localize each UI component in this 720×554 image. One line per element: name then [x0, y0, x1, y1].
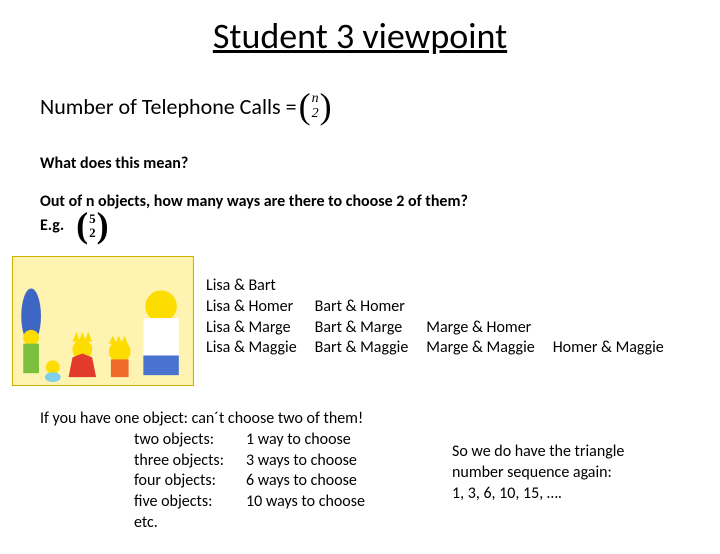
cond-value: 10 ways to choose	[246, 492, 365, 513]
cond-label: four objects:	[134, 471, 246, 492]
cond-row: five objects: 10 ways to choose	[40, 492, 365, 513]
eg-text: E.g.	[40, 216, 64, 235]
cond-value: 1 way to choose	[246, 430, 351, 451]
pair-item: Lisa & Marge	[206, 318, 297, 339]
cond-etc: etc.	[40, 513, 365, 534]
closing-line: number sequence again:	[452, 463, 672, 484]
cond-label: two objects:	[134, 430, 246, 451]
left-paren-icon: (	[76, 213, 88, 238]
pair-item: Marge & Homer	[426, 318, 534, 339]
binomial-5-choose-2: ( 5 2 )	[76, 212, 109, 239]
formula-text: Number of Telephone Calls =	[40, 93, 297, 120]
family-illustration	[12, 256, 194, 386]
cond-value: 3 ways to choose	[246, 451, 357, 472]
pair-item: Lisa & Homer	[206, 297, 297, 318]
closing-line: So we do have the triangle	[452, 442, 672, 463]
pair-item: Bart & Marge	[315, 318, 409, 339]
cond-row: three objects: 3 ways to choose	[40, 451, 365, 472]
closing-line: 1, 3, 6, 10, 15, ….	[452, 484, 672, 505]
cartoon-family-icon	[13, 257, 193, 385]
cond-label: three objects:	[134, 451, 246, 472]
right-paren-icon: )	[97, 213, 109, 238]
pair-col-1: Lisa & Bart Lisa & Homer Lisa & Marge Li…	[206, 276, 297, 359]
pair-item: Marge & Maggie	[426, 338, 534, 359]
binom-eg-top: 5	[89, 212, 96, 226]
closing-note: So we do have the triangle number sequen…	[452, 442, 672, 504]
pair-item: Bart & Homer	[315, 297, 409, 318]
pair-col-4: Homer & Maggie	[553, 338, 664, 359]
pair-item: Bart & Maggie	[315, 338, 409, 359]
cond-lead: If you have one object: can´t choose two…	[40, 409, 365, 430]
cond-label: five objects:	[134, 492, 246, 513]
cond-row: four objects: 6 ways to choose	[40, 471, 365, 492]
binom-bot: 2	[312, 107, 319, 122]
slide-title: Student 3 viewpoint	[0, 14, 720, 58]
binom-eg-bot: 2	[89, 226, 96, 240]
pair-list: Lisa & Bart Lisa & Homer Lisa & Marge Li…	[206, 276, 664, 359]
pair-col-2: Bart & Homer Bart & Marge Bart & Maggie	[315, 297, 409, 359]
right-paren-icon: )	[320, 94, 332, 119]
pair-item: Lisa & Maggie	[206, 338, 297, 359]
question-meaning: What does this mean?	[40, 154, 188, 173]
formula-line: Number of Telephone Calls = ( n 2 )	[40, 92, 332, 121]
pair-col-3: Marge & Homer Marge & Maggie	[426, 318, 534, 360]
conditions-block: If you have one object: can´t choose two…	[40, 409, 365, 534]
left-paren-icon: (	[299, 94, 311, 119]
pair-item: Homer & Maggie	[553, 338, 664, 359]
cond-row: two objects: 1 way to choose	[40, 430, 365, 451]
cond-value: 6 ways to choose	[246, 471, 357, 492]
example-label: E.g. ( 5 2 )	[40, 212, 109, 239]
binom-top: n	[312, 92, 319, 107]
pair-item: Lisa & Bart	[206, 276, 297, 297]
binomial-n-choose-2: ( n 2 )	[299, 92, 332, 121]
